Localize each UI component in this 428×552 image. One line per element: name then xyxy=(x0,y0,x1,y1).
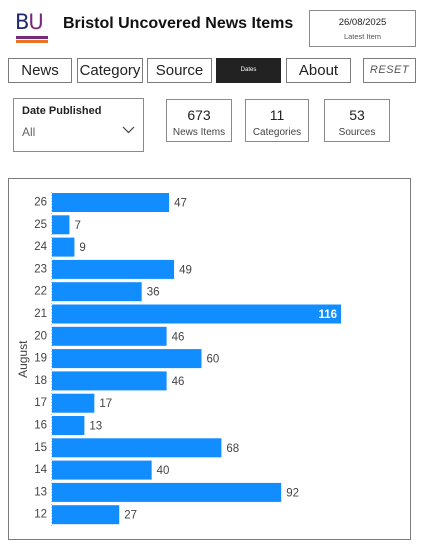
latest-item-card: 26/08/2025 Latest Item xyxy=(309,10,416,47)
reset-button[interactable]: RESET xyxy=(363,58,416,83)
y-tick-label: 20 xyxy=(34,330,47,342)
bar-data-label: 92 xyxy=(286,487,299,499)
kpi-sources: 53 Sources xyxy=(324,99,390,142)
bar[interactable] xyxy=(52,215,70,235)
bar-data-label: 17 xyxy=(99,398,112,410)
y-tick-label: 21 xyxy=(34,308,47,320)
nav-about-button[interactable]: About xyxy=(286,58,351,83)
kpi-news-items-label: News Items xyxy=(172,127,226,138)
bar[interactable] xyxy=(52,482,282,502)
date-published-slicer[interactable]: Date Published All xyxy=(13,98,144,152)
logo-stripe-purple xyxy=(16,36,48,39)
bar-data-label: 49 xyxy=(179,264,192,276)
y-tick-label: 17 xyxy=(34,397,47,409)
y-tick-label: 23 xyxy=(34,263,47,275)
kpi-categories-value: 11 xyxy=(269,107,285,123)
y-tick-label: 18 xyxy=(34,375,47,387)
bar[interactable] xyxy=(52,393,95,413)
bar[interactable] xyxy=(52,349,202,369)
y-tick-label: 25 xyxy=(34,219,47,231)
chevron-down-icon[interactable] xyxy=(122,123,135,136)
y-tick-label: 19 xyxy=(34,353,47,365)
bar[interactable] xyxy=(52,371,167,391)
kpi-news-items: 673 News Items xyxy=(166,99,232,142)
nav-dates-button[interactable]: Dates xyxy=(216,58,281,83)
bar[interactable] xyxy=(52,193,170,212)
bar[interactable] xyxy=(52,326,167,346)
logo-letter-b: B xyxy=(15,10,29,34)
kpi-sources-value: 53 xyxy=(349,107,365,123)
bar[interactable] xyxy=(52,460,152,480)
slicer-selected-value: All xyxy=(22,125,36,139)
bar[interactable] xyxy=(52,282,142,302)
kpi-news-items-value: 673 xyxy=(187,107,211,123)
y-tick-label: 16 xyxy=(34,420,47,432)
bar-data-label: 40 xyxy=(157,465,170,477)
bar-data-label: 46 xyxy=(172,376,185,388)
nav-source-button[interactable]: Source xyxy=(147,58,212,83)
logo-stripe-orange xyxy=(16,40,48,43)
bar-data-label: 36 xyxy=(147,287,160,299)
y-tick-label: 13 xyxy=(34,486,47,498)
bar-data-label: 9 xyxy=(79,242,85,254)
y-axis-title: August xyxy=(16,340,30,378)
y-tick-label: 14 xyxy=(34,464,47,476)
kpi-categories-label: Categories xyxy=(252,127,302,138)
latest-item-date: 26/08/2025 xyxy=(338,17,387,28)
y-tick-label: 26 xyxy=(34,197,47,209)
news-by-day-chart: August 26 47 25 7 24 9 23 49 22 36 21 116 20 46 19 60 18 4… xyxy=(8,178,411,540)
y-tick-label: 12 xyxy=(34,509,47,521)
logo-letter-u: U xyxy=(28,10,43,34)
bar-data-label: 60 xyxy=(206,354,219,366)
y-tick-label: 22 xyxy=(34,286,47,298)
bristol-uncovered-logo: BU xyxy=(15,12,49,46)
page-title: Bristol Uncovered News Items xyxy=(63,15,294,32)
nav-news-button[interactable]: News xyxy=(8,58,72,83)
bar-chart-svg: August 26 47 25 7 24 9 23 49 22 36 21 116 20 46 19 60 18 4… xyxy=(16,192,341,527)
latest-item-label: Latest Item xyxy=(343,32,382,41)
slicer-title: Date Published xyxy=(22,105,102,117)
bar-data-label: 27 xyxy=(124,510,137,522)
bar-data-label: 116 xyxy=(318,309,337,321)
bar[interactable] xyxy=(52,259,175,279)
bar[interactable] xyxy=(52,304,341,324)
kpi-categories: 11 Categories xyxy=(245,99,309,142)
kpi-sources-label: Sources xyxy=(338,127,376,138)
bar[interactable] xyxy=(52,416,85,435)
y-tick-label: 24 xyxy=(34,241,47,253)
bar[interactable] xyxy=(52,438,222,458)
bar-data-label: 46 xyxy=(172,331,185,343)
bar-data-label: 13 xyxy=(89,421,102,433)
nav-category-button[interactable]: Category xyxy=(77,58,143,83)
bar-data-label: 7 xyxy=(74,220,80,232)
bar[interactable] xyxy=(52,237,75,257)
y-tick-label: 15 xyxy=(34,442,47,454)
bar-data-label: 47 xyxy=(174,198,187,210)
bar[interactable] xyxy=(52,505,120,525)
bar-data-label: 68 xyxy=(226,443,239,455)
